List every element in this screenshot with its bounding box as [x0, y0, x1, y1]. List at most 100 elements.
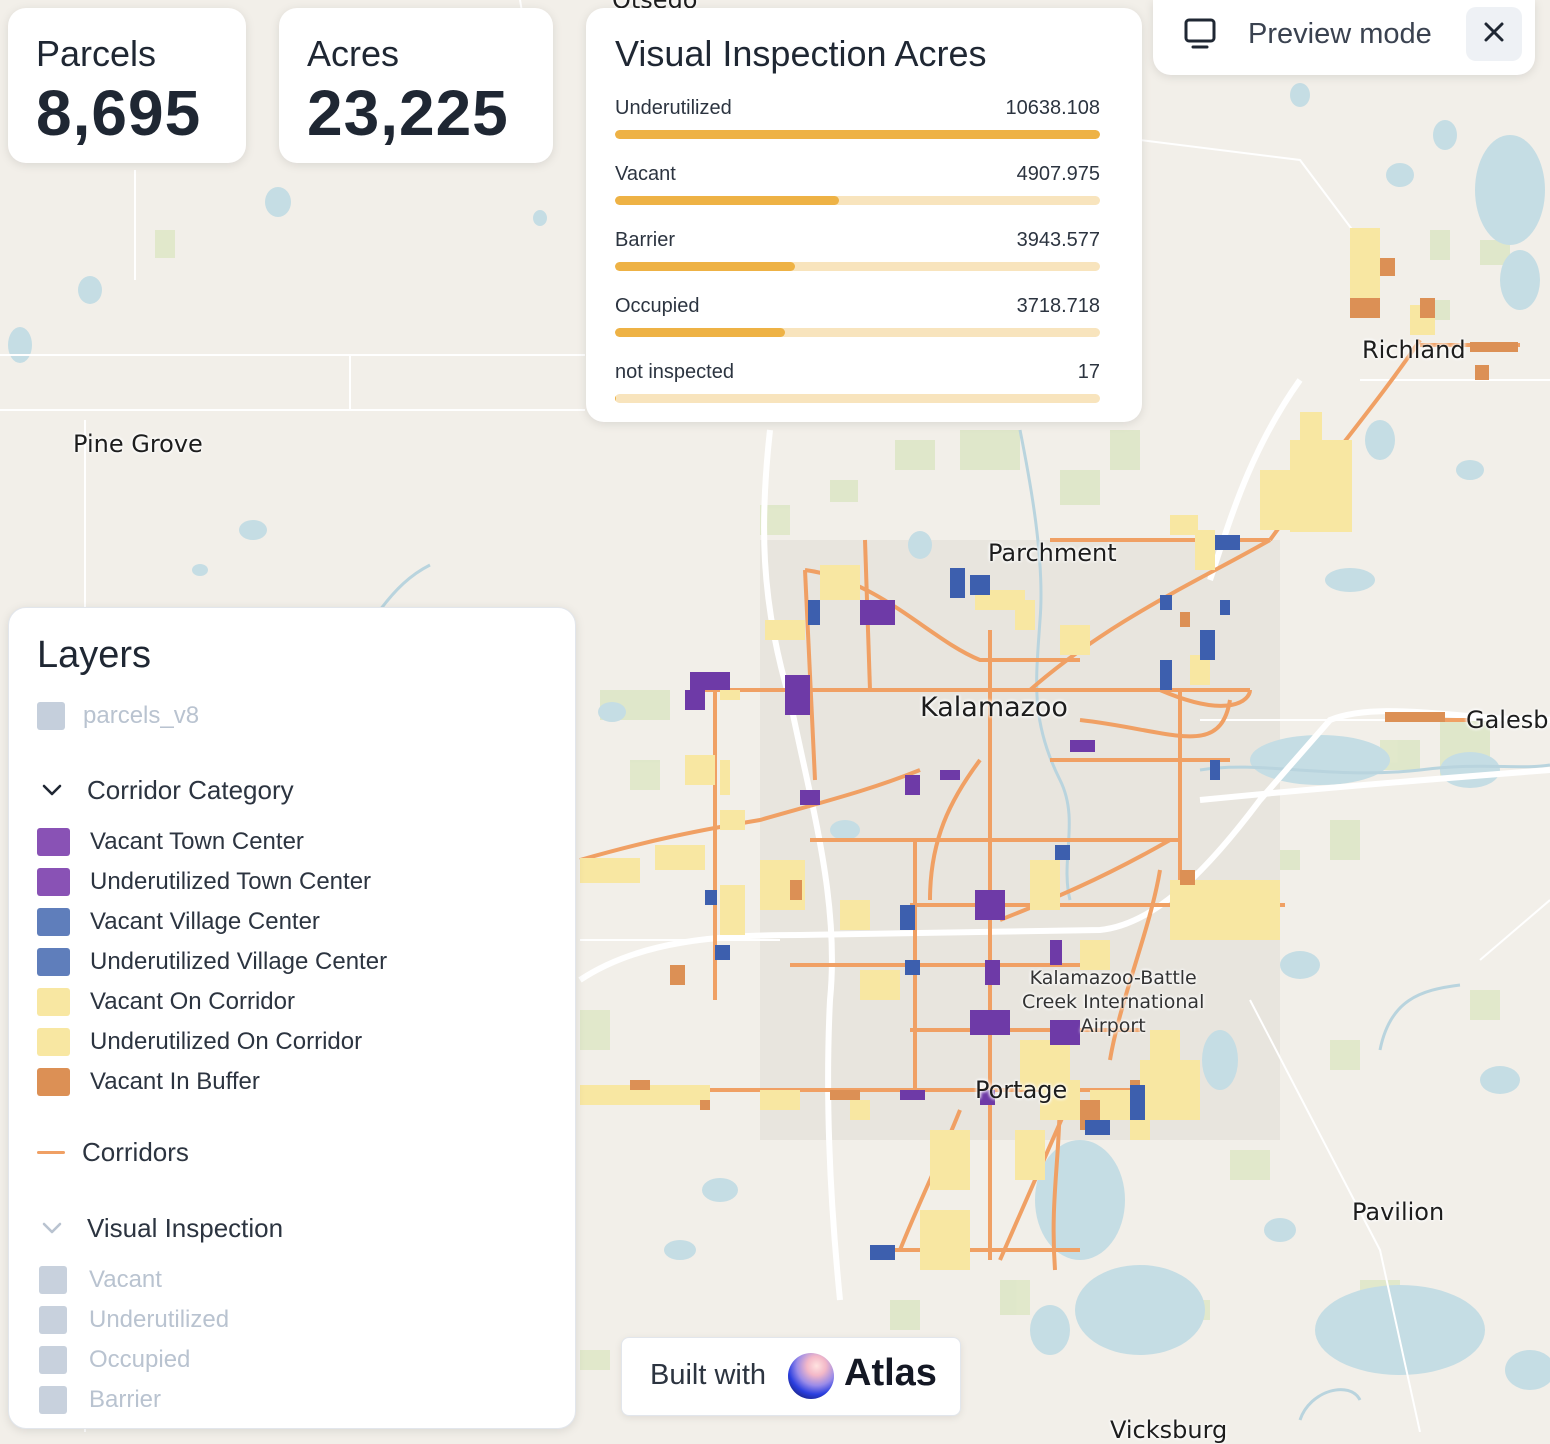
legend-label: Vacant Town Center: [90, 828, 304, 855]
vi-row-value: 10638.108: [1005, 97, 1100, 119]
chevron-down-icon: [37, 784, 67, 796]
airport-line-1: Kalamazoo-Battle: [1029, 967, 1197, 989]
preview-mode-label: Preview mode: [1248, 18, 1432, 50]
legend-item[interactable]: Vacant Town Center: [37, 822, 547, 862]
vi-bar-fill: [615, 394, 616, 403]
vi-row[interactable]: Vacant 4907.975: [615, 162, 1100, 228]
legend-swatch: [39, 1346, 67, 1374]
corridor-category-header[interactable]: Corridor Category: [37, 770, 547, 810]
vi-bar-track: [615, 394, 1100, 403]
parcels-stat-card: Parcels 8,695: [8, 8, 246, 163]
legend-item[interactable]: Underutilized On Corridor: [37, 1022, 547, 1062]
legend-label: Vacant: [89, 1266, 162, 1293]
layer-parcels-toggle[interactable]: parcels_v8: [37, 696, 547, 736]
water-bodies: [8, 83, 1550, 1390]
legend-swatch: [37, 1028, 70, 1056]
vi-row[interactable]: not inspected 17: [615, 360, 1100, 426]
layer-corridors-toggle[interactable]: Corridors: [37, 1132, 547, 1172]
vi-row-label: Vacant: [615, 163, 676, 185]
close-icon: [1483, 21, 1505, 48]
vi-bar-fill: [615, 196, 839, 205]
layers-title: Layers: [37, 634, 152, 676]
vi-row-value: 4907.975: [1016, 163, 1100, 185]
vi-row-value: 3718.718: [1016, 295, 1100, 317]
parcel-purple: [685, 600, 1095, 1105]
legend-swatch: [39, 1266, 67, 1294]
acres-value: 23,225: [307, 77, 509, 149]
legend-item[interactable]: Barrier: [37, 1380, 547, 1420]
visual-inspection-layer-list: Vacant Underutilized Occupied Barrier: [37, 1260, 547, 1420]
map-label-portage: Portage: [975, 1076, 1068, 1104]
legend-label: Barrier: [89, 1386, 162, 1413]
atlas-brand-label: Atlas: [844, 1352, 937, 1394]
legend-label: Vacant On Corridor: [90, 988, 295, 1015]
vi-bar-track: [615, 328, 1100, 337]
vi-row[interactable]: Underutilized 10638.108: [615, 96, 1100, 162]
map-label-parchment: Parchment: [988, 539, 1117, 567]
legend-label: Underutilized On Corridor: [90, 1028, 363, 1055]
acres-label: Acres: [307, 33, 400, 74]
legend-item[interactable]: Occupied: [37, 1340, 547, 1380]
vi-row-value: 3943.577: [1016, 229, 1100, 251]
legend-label: Underutilized: [89, 1306, 230, 1333]
parcel-blue: [705, 535, 1240, 1260]
legend-swatch: [37, 828, 70, 856]
legend-swatch: [37, 988, 70, 1016]
legend-item[interactable]: Vacant In Buffer: [37, 1062, 547, 1102]
acres-stat-card: Acres 23,225: [279, 8, 553, 163]
legend-item[interactable]: Vacant Village Center: [37, 902, 547, 942]
legend-item[interactable]: Underutilized Town Center: [37, 862, 547, 902]
legend-item[interactable]: Vacant On Corridor: [37, 982, 547, 1022]
built-with-label: Built with: [650, 1359, 767, 1391]
chevron-down-icon: [37, 1222, 67, 1234]
airport-line-2: Creek International: [1022, 991, 1205, 1013]
vi-row[interactable]: Occupied 3718.718: [615, 294, 1100, 360]
vi-bar-fill: [615, 262, 795, 271]
vi-bar-fill: [615, 328, 785, 337]
layer-corridors-label: Corridors: [82, 1136, 189, 1167]
preview-mode-bar: Preview mode: [1153, 0, 1535, 75]
vi-bar-track: [615, 262, 1100, 271]
corridor-category-list: Vacant Town Center Underutilized Town Ce…: [37, 822, 547, 1102]
legend-swatch: [39, 1306, 67, 1334]
legend-swatch: [37, 948, 70, 976]
visual-inspection-layer-header[interactable]: Visual Inspection: [37, 1208, 547, 1248]
legend-label: Vacant Village Center: [90, 908, 320, 935]
vi-row-value: 17: [1077, 361, 1100, 383]
legend-item[interactable]: Underutilized Village Center: [37, 942, 547, 982]
vi-bar-track: [615, 196, 1100, 205]
vi-row[interactable]: Barrier 3943.577: [615, 228, 1100, 294]
map-label-richland: Richland: [1362, 336, 1466, 364]
visual-inspection-layer-title: Visual Inspection: [87, 1212, 284, 1243]
legend-label: Underutilized Town Center: [90, 868, 372, 895]
corridor-line-swatch: [37, 1150, 65, 1154]
vi-row-label: Barrier: [615, 229, 676, 251]
vi-row-label: Occupied: [615, 295, 700, 317]
monitor-icon: [1183, 17, 1217, 56]
parcels-value: 8,695: [36, 77, 202, 149]
vi-row-label: Underutilized: [615, 97, 732, 119]
built-with-atlas-badge[interactable]: Built with Atlas: [621, 1337, 961, 1416]
legend-swatch: [37, 908, 70, 936]
visual-inspection-title: Visual Inspection Acres: [615, 33, 987, 74]
airport-line-3: Airport: [1080, 1015, 1146, 1037]
legend-label: Underutilized Village Center: [90, 948, 388, 975]
map-label-vicksburg: Vicksburg: [1110, 1416, 1228, 1444]
legend-item[interactable]: Underutilized: [37, 1300, 547, 1340]
map-label-pine-grove: Pine Grove: [73, 430, 203, 458]
legend-label: Vacant In Buffer: [90, 1068, 260, 1095]
map-label-galesburg: Galesbu: [1466, 706, 1550, 734]
parcels-label: Parcels: [36, 33, 157, 74]
vi-row-label: not inspected: [615, 361, 734, 383]
close-preview-button[interactable]: [1466, 7, 1522, 61]
layer-parcels-label: parcels_v8: [83, 702, 200, 729]
corridor-category-title: Corridor Category: [87, 774, 294, 805]
vi-bar-track: [615, 130, 1100, 139]
legend-item[interactable]: Vacant: [37, 1260, 547, 1300]
visual-inspection-bars: Underutilized 10638.108 Vacant 4907.975 …: [615, 96, 1100, 426]
rivers: [378, 429, 1550, 1421]
legend-swatch: [37, 868, 70, 896]
visual-inspection-acres-card: Visual Inspection Acres Underutilized 10…: [586, 8, 1142, 422]
legend-swatch: [39, 1386, 67, 1414]
